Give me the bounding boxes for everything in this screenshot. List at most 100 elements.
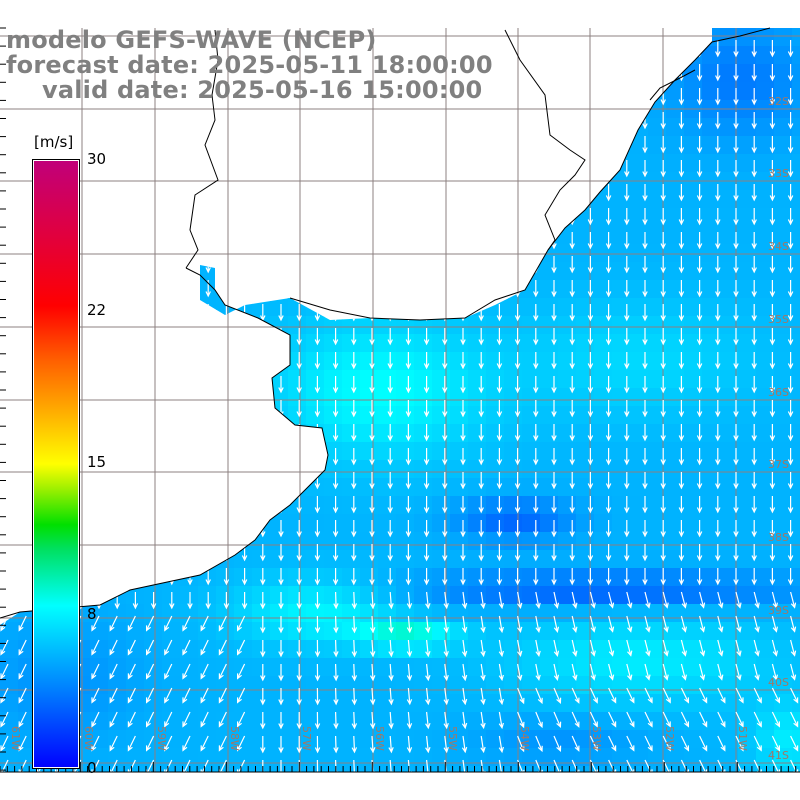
wind-cell [756, 496, 775, 515]
wind-cell [342, 604, 361, 623]
wind-cell [576, 118, 595, 137]
wind-cell [144, 694, 163, 713]
wind-cell [306, 496, 325, 515]
wind-cell [576, 442, 595, 461]
wind-cell [378, 442, 397, 461]
wind-cell [450, 190, 469, 209]
wind-arrow [787, 136, 794, 154]
wind-arrow [278, 688, 284, 706]
wind-cell [432, 766, 451, 772]
wind-cell [576, 496, 595, 515]
wind-cell [522, 622, 541, 641]
wind-cell [468, 136, 487, 155]
wind-cell [468, 550, 487, 569]
wind-cell [270, 460, 289, 479]
wind-cell [702, 352, 721, 371]
wind-arrow [388, 759, 394, 772]
wind-cell [216, 514, 235, 533]
wind-cell [486, 532, 505, 551]
wind-cell [756, 550, 775, 569]
wind-arrow [642, 280, 648, 298]
wind-arrow [127, 687, 136, 704]
wind-cell [342, 550, 361, 569]
wind-cell [522, 136, 541, 155]
wind-cell [324, 478, 343, 497]
wind-arrow [369, 735, 376, 754]
wind-cell [594, 676, 613, 695]
wind-cell [180, 136, 199, 155]
wind-cell [612, 424, 631, 443]
wind-arrow [751, 88, 757, 106]
wind-cell [558, 586, 577, 605]
wind-arrow [533, 232, 539, 250]
wind-arrow [5, 544, 11, 562]
wind-arrow [423, 304, 430, 322]
wind-cell [360, 244, 379, 263]
wind-cell [450, 262, 469, 281]
wind-cell [792, 82, 800, 101]
wind-cell [540, 406, 559, 425]
colorbar [32, 159, 80, 769]
wind-arrow [205, 472, 211, 490]
wind-arrow [205, 544, 211, 562]
wind-cell [216, 244, 235, 263]
wind-arrow [733, 256, 739, 274]
wind-cell [396, 298, 415, 317]
wind-cell [738, 748, 757, 767]
wind-cell [738, 766, 757, 772]
wind-cell [396, 478, 415, 497]
wind-arrow [496, 280, 503, 298]
wind-arrow [605, 448, 612, 466]
wind-arrow [680, 759, 689, 772]
wind-arrow [387, 112, 393, 130]
wind-arrow [787, 352, 794, 370]
wind-arrow [551, 64, 557, 82]
wind-cell [648, 190, 667, 209]
wind-arrow [514, 424, 521, 442]
wind-arrow [461, 687, 468, 706]
wind-arrow [260, 136, 266, 154]
wind-cell [162, 388, 181, 407]
wind-arrow [461, 639, 468, 658]
wind-cell [396, 712, 415, 731]
wind-arrow [496, 568, 503, 586]
wind-cell [162, 370, 181, 389]
wind-cell [306, 640, 325, 659]
wind-cell [288, 460, 307, 479]
wind-cell [702, 694, 721, 713]
wind-arrow [260, 664, 266, 682]
wind-cell [198, 442, 217, 461]
wind-arrow [205, 520, 211, 538]
wind-cell [630, 586, 649, 605]
wind-arrow [314, 544, 321, 562]
wind-cell [576, 370, 595, 389]
wind-arrow [296, 640, 302, 658]
wind-cell [486, 154, 505, 173]
wind-arrow [146, 759, 155, 772]
wind-arrow [278, 664, 284, 682]
wind-arrow [369, 520, 375, 538]
wind-cell [594, 334, 613, 353]
wind-arrow [278, 256, 284, 274]
wind-cell [306, 622, 325, 641]
wind-cell [378, 604, 397, 623]
wind-cell [756, 226, 775, 245]
wind-cell [216, 586, 235, 605]
wind-cell [252, 370, 271, 389]
wind-arrow [498, 615, 504, 634]
wind-arrow [351, 328, 357, 346]
wind-arrow [551, 328, 557, 346]
wind-arrow [423, 160, 430, 178]
wind-cell [738, 118, 757, 137]
wind-cell [108, 658, 127, 677]
wind-arrow [96, 472, 102, 490]
wind-cell [450, 658, 469, 677]
wind-cell [720, 424, 739, 443]
wind-cell [414, 154, 433, 173]
wind-arrow [114, 208, 120, 226]
wind-cell [630, 244, 649, 263]
wind-cell [126, 730, 145, 749]
wind-cell [378, 748, 397, 767]
wind-arrow [498, 639, 504, 658]
wind-cell [756, 262, 775, 281]
